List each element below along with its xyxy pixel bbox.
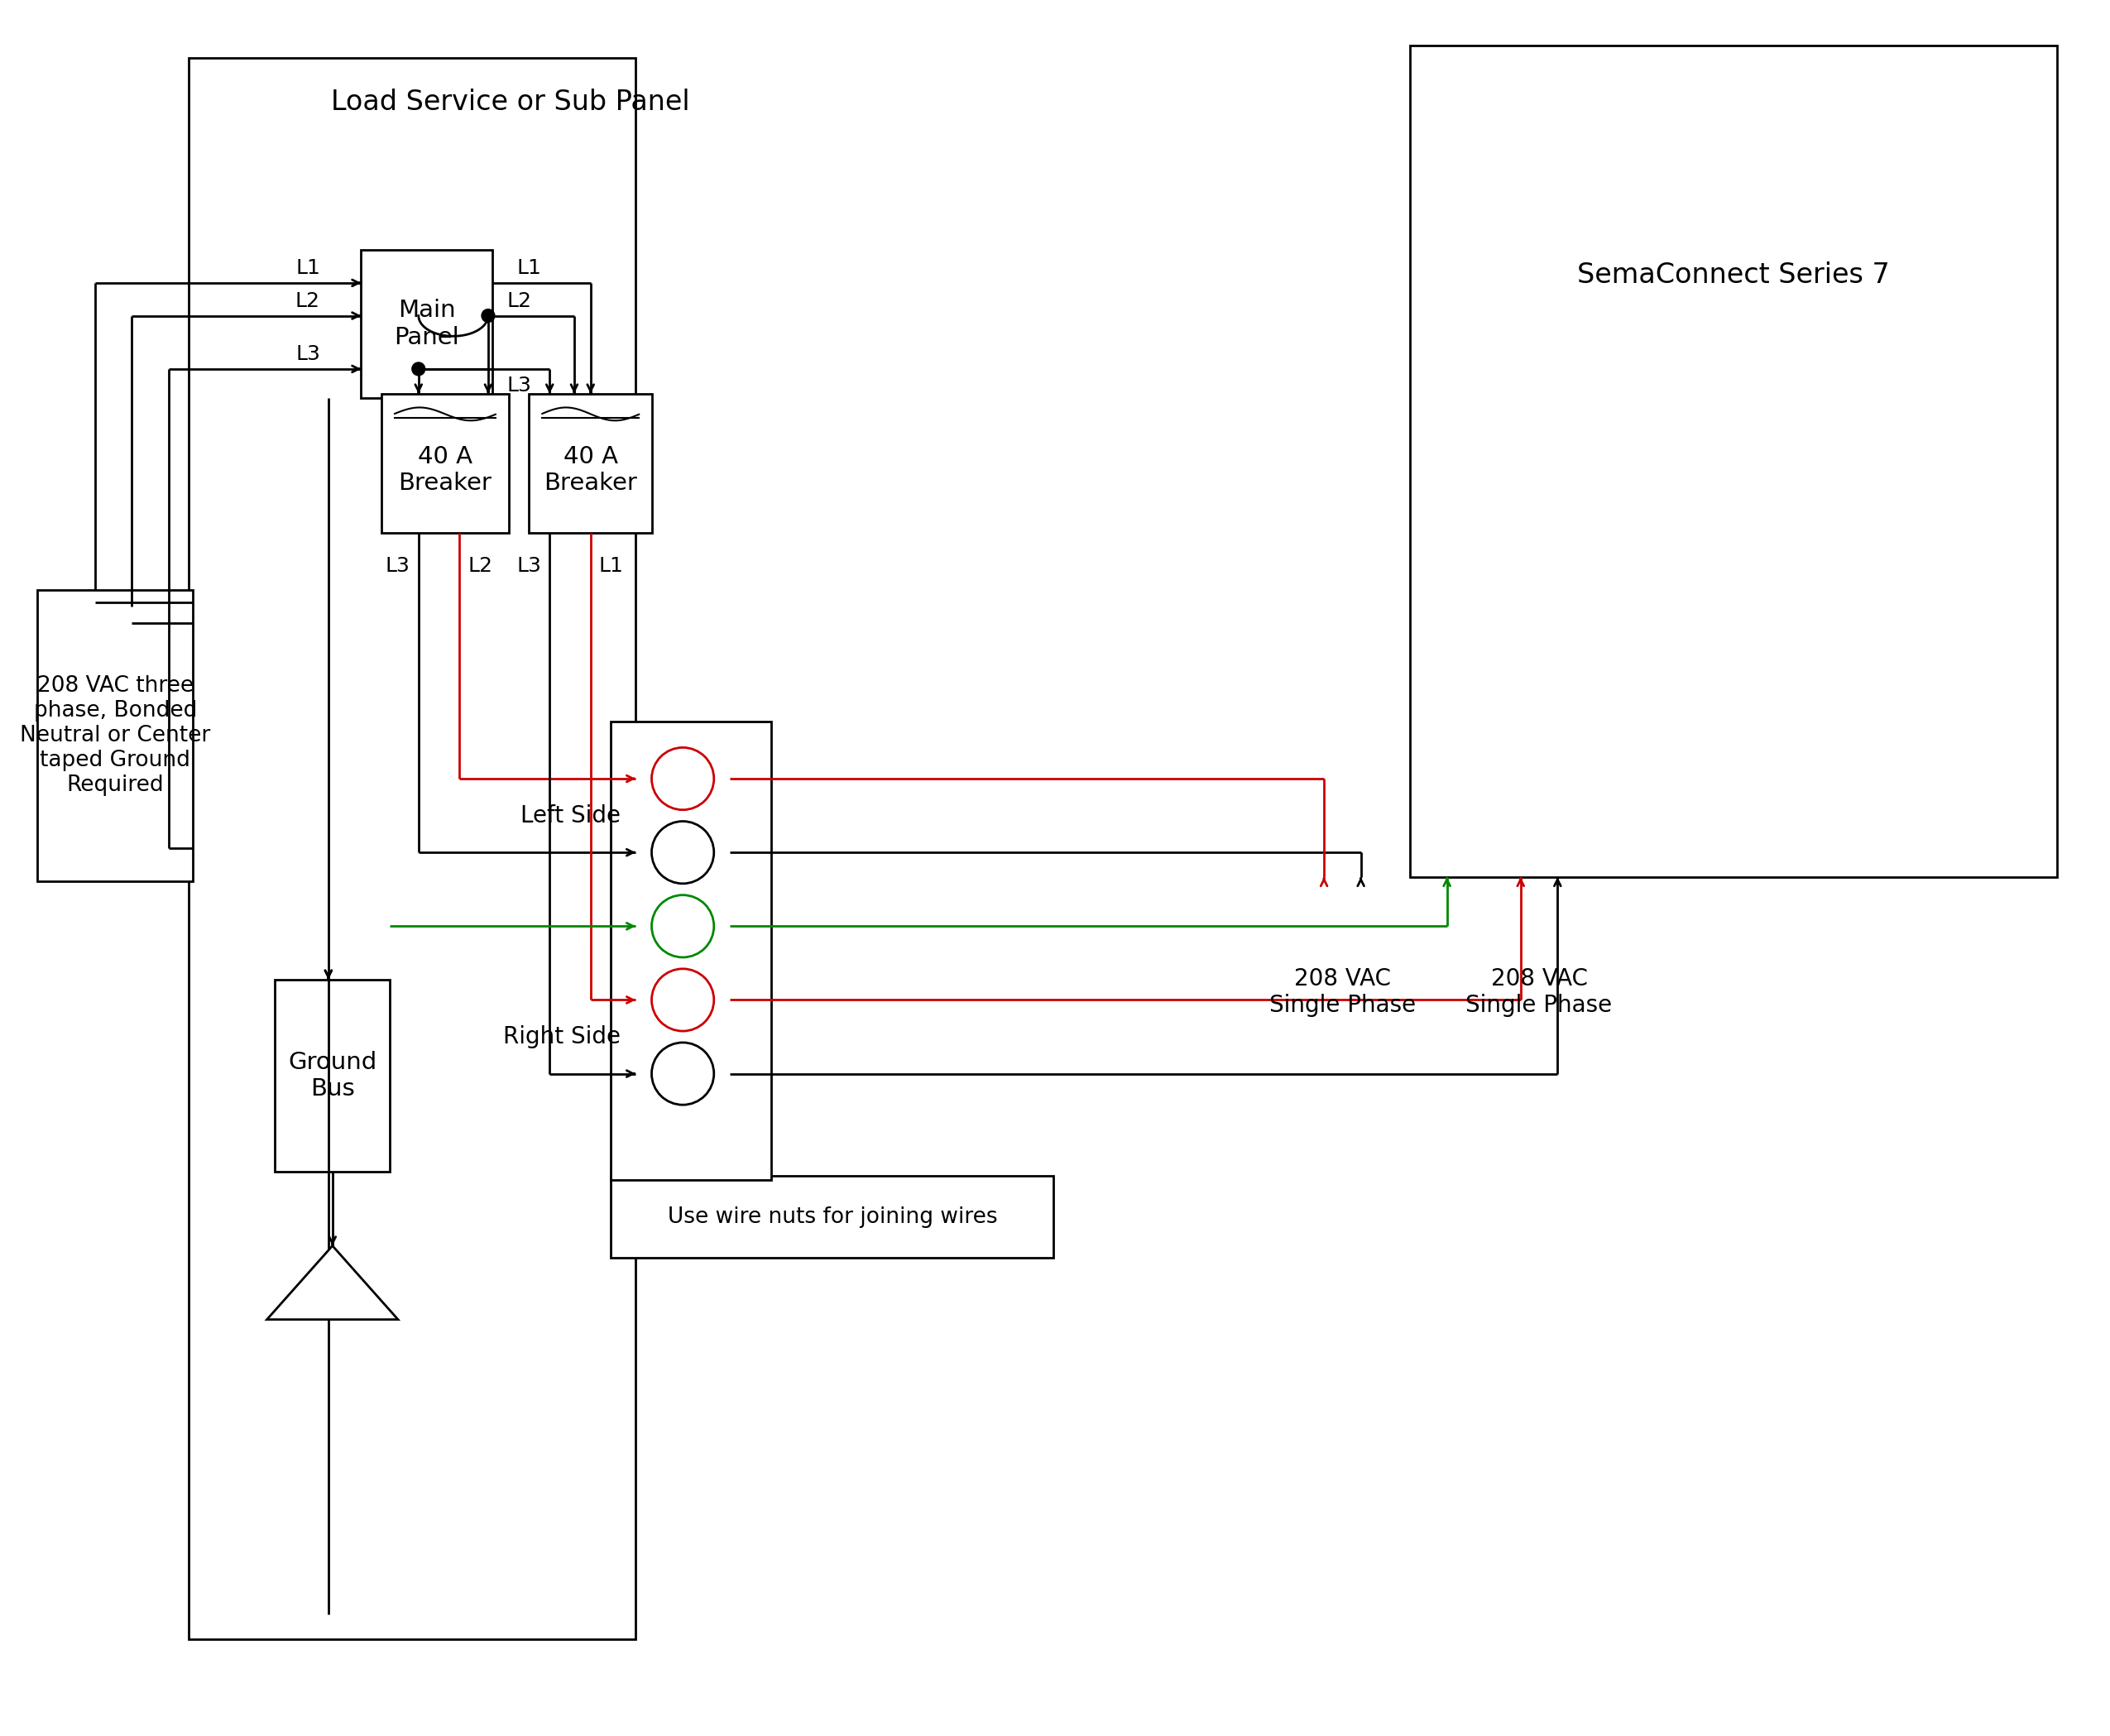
Text: L3: L3 (517, 556, 542, 576)
Circle shape (652, 969, 713, 1031)
Text: 208 VAC
Single Phase: 208 VAC Single Phase (1268, 967, 1416, 1017)
Text: L2: L2 (468, 556, 492, 576)
Bar (38, 590, 194, 882)
Circle shape (411, 363, 424, 375)
Bar (190, 57, 635, 1639)
Bar (612, 722, 770, 1180)
Text: SemaConnect Series 7: SemaConnect Series 7 (1578, 260, 1891, 288)
Text: Ground
Bus: Ground Bus (289, 1050, 378, 1101)
Polygon shape (266, 1246, 399, 1319)
Bar (382, 394, 509, 533)
Circle shape (652, 896, 713, 957)
Text: L1: L1 (599, 556, 622, 576)
Text: L2: L2 (506, 292, 532, 311)
Text: Left Side: Left Side (521, 804, 620, 826)
Bar (530, 394, 652, 533)
Text: 208 VAC
Single Phase: 208 VAC Single Phase (1466, 967, 1612, 1017)
Bar (274, 979, 390, 1172)
Circle shape (652, 748, 713, 809)
Text: Main
Panel: Main Panel (395, 299, 460, 349)
Circle shape (652, 1043, 713, 1104)
Text: L3: L3 (506, 375, 532, 396)
Circle shape (652, 821, 713, 884)
Bar (612, 1175, 1053, 1259)
Text: Use wire nuts for joining wires: Use wire nuts for joining wires (667, 1207, 998, 1227)
Text: 208 VAC three
phase, Bonded
Neutral or Center
taped Ground
Required: 208 VAC three phase, Bonded Neutral or C… (21, 675, 211, 797)
Text: L3: L3 (295, 344, 321, 365)
Text: L1: L1 (295, 259, 321, 278)
Text: Right Side: Right Side (504, 1026, 620, 1049)
Text: Load Service or Sub Panel: Load Service or Sub Panel (331, 89, 690, 116)
Bar (635, 741, 730, 1151)
Circle shape (481, 309, 494, 323)
Text: 40 A
Breaker: 40 A Breaker (399, 444, 492, 495)
Text: L2: L2 (295, 292, 321, 311)
Text: L1: L1 (517, 259, 542, 278)
Bar (1409, 45, 2057, 877)
Text: 40 A
Breaker: 40 A Breaker (544, 444, 637, 495)
Bar (361, 250, 492, 398)
Text: L3: L3 (386, 556, 409, 576)
